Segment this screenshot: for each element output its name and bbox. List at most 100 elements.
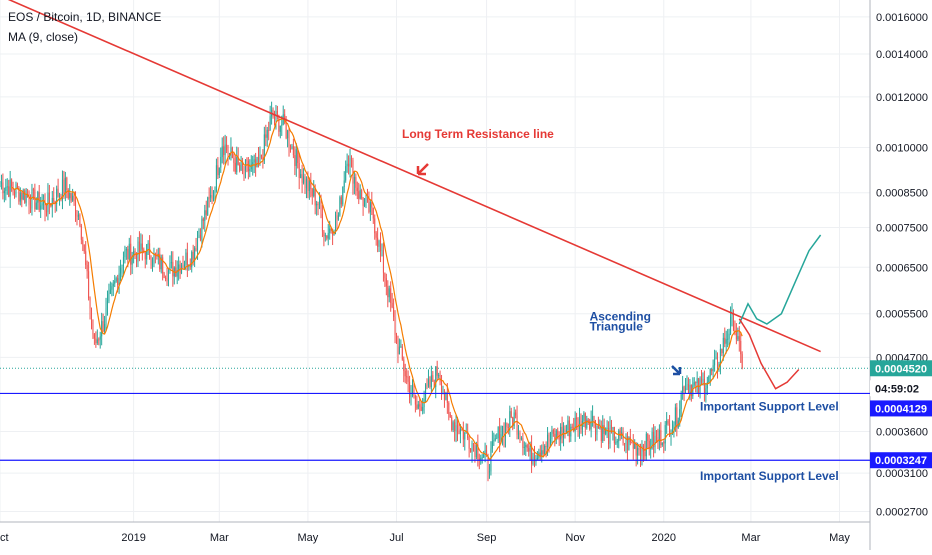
candle-body xyxy=(204,210,206,221)
y-tick-label: 0.0008500 xyxy=(876,188,928,200)
candle-body xyxy=(35,202,37,210)
candle-body xyxy=(348,163,350,167)
candle-body xyxy=(44,201,46,212)
candle-body xyxy=(88,271,90,299)
x-tick-label: Sep xyxy=(477,532,497,544)
candle-body xyxy=(279,125,281,132)
candle-body xyxy=(635,442,637,456)
candle-body xyxy=(281,124,283,126)
candle-body xyxy=(669,423,671,437)
candle-body xyxy=(80,225,82,240)
candle-body xyxy=(576,417,578,419)
candle-body xyxy=(682,386,684,395)
candle-body xyxy=(634,442,636,449)
candle-body xyxy=(557,430,559,436)
candle-body xyxy=(342,186,344,205)
candle-body xyxy=(316,203,318,206)
candle-body xyxy=(211,195,213,200)
candle-body xyxy=(105,308,107,324)
x-tick-label: Mar xyxy=(741,532,760,544)
candle-body xyxy=(655,435,658,438)
y-tick-label: 0.0010000 xyxy=(876,143,928,155)
candle-body xyxy=(674,407,676,425)
candle-body xyxy=(90,308,93,321)
candle-body xyxy=(47,192,49,213)
candle-body xyxy=(92,320,94,335)
candle-body xyxy=(114,281,116,284)
candle-body xyxy=(686,384,688,389)
candle-body xyxy=(6,186,8,188)
candle-body xyxy=(531,446,533,464)
candle-body xyxy=(99,336,101,340)
candle-body xyxy=(551,429,553,439)
candle-body xyxy=(128,243,130,260)
candle-body xyxy=(414,395,416,405)
candle-body xyxy=(323,231,325,237)
candle-body xyxy=(401,346,403,360)
candle-body xyxy=(613,427,615,444)
candle-body xyxy=(459,429,461,434)
candle-body xyxy=(544,445,546,455)
candle-body xyxy=(475,444,477,458)
candle-body xyxy=(416,404,418,409)
candle-body xyxy=(70,193,72,201)
y-tick-label: 0.0007500 xyxy=(876,222,928,234)
candle-body xyxy=(730,316,732,334)
candle-body xyxy=(645,433,647,457)
candle-body xyxy=(252,162,254,165)
candle-body xyxy=(21,192,23,200)
candle-body xyxy=(724,337,726,344)
candle-body xyxy=(608,427,610,444)
candle-body xyxy=(683,386,685,391)
candle-body xyxy=(577,418,579,429)
candle-body xyxy=(738,336,740,341)
candle-body xyxy=(24,190,26,203)
candle-body xyxy=(457,425,459,431)
candle-body xyxy=(82,239,84,245)
candle-body xyxy=(589,421,591,430)
resistance-arrow-icon xyxy=(416,163,429,176)
candle-body xyxy=(474,445,476,458)
candle-body xyxy=(708,376,710,383)
candle-body xyxy=(125,248,127,251)
candle-body xyxy=(506,422,508,427)
candle-body xyxy=(465,432,467,434)
candle-body xyxy=(330,228,332,231)
candle-body xyxy=(696,378,698,384)
x-tick-label: 2019 xyxy=(121,532,145,544)
candle-body xyxy=(571,426,573,428)
candle-body xyxy=(159,253,161,270)
candle-body xyxy=(741,354,743,369)
candle-body xyxy=(709,369,711,377)
candle-body xyxy=(712,365,714,372)
candle-body xyxy=(189,264,191,268)
candle-body xyxy=(600,427,602,441)
candle-body xyxy=(22,190,24,200)
candle-body xyxy=(227,150,229,155)
candle-body xyxy=(115,278,117,282)
candle-body xyxy=(496,438,498,440)
candle-body xyxy=(663,442,665,444)
candle-body xyxy=(596,425,598,435)
candle-body xyxy=(464,432,466,440)
candle-body xyxy=(25,194,27,203)
candle-body xyxy=(368,197,370,213)
candle-body xyxy=(182,265,184,268)
candle-body xyxy=(247,161,249,172)
candle-body xyxy=(205,210,207,215)
candle-body xyxy=(361,189,363,198)
candle-body xyxy=(435,366,437,388)
candle-body xyxy=(63,179,65,194)
candle-body xyxy=(481,457,483,459)
candle-body xyxy=(488,471,490,473)
candle-body xyxy=(597,425,599,429)
candle-body xyxy=(37,192,39,203)
candle-body xyxy=(385,278,387,287)
candle-body xyxy=(445,392,447,400)
candle-body xyxy=(239,164,241,171)
candle-body xyxy=(722,337,724,354)
candle-body xyxy=(124,250,126,258)
candle-body xyxy=(503,425,505,437)
